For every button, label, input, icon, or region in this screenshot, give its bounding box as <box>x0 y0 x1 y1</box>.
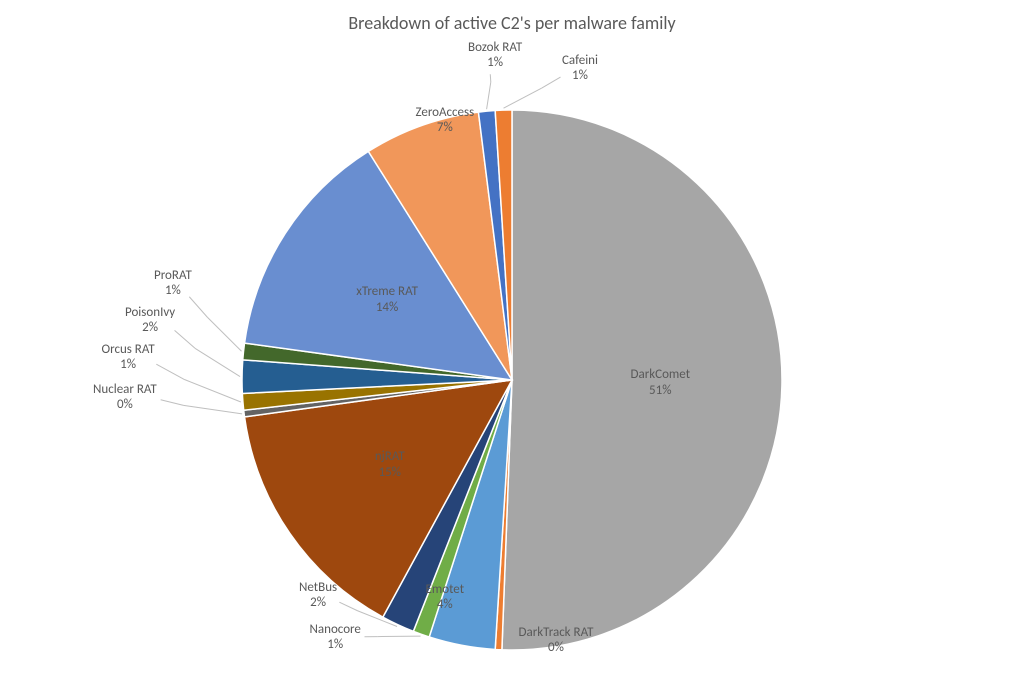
slice-label-zeroaccess: ZeroAccess7% <box>416 105 475 136</box>
slice-label-pct: 2% <box>299 595 337 611</box>
slice-label-pct: 51% <box>630 383 690 399</box>
slice-label-name: ProRAT <box>154 268 192 284</box>
slice-label-name: ZeroAccess <box>416 105 475 121</box>
leader-line <box>339 602 357 611</box>
slice-label-pct: 4% <box>426 597 465 613</box>
slice-label-nuclear-rat: Nuclear RAT0% <box>93 382 157 413</box>
leader-line <box>195 348 240 376</box>
slice-label-name: Cafeini <box>562 53 598 69</box>
slice-label-netbus: NetBus2% <box>299 580 337 611</box>
slice-label-name: Nuclear RAT <box>93 382 157 398</box>
slice-label-xtreme-rat: xTreme RAT14% <box>356 284 418 315</box>
leader-line <box>504 88 542 108</box>
slice-label-orcus-rat: Orcus RAT1% <box>102 342 155 373</box>
slice-label-name: xTreme RAT <box>356 284 418 300</box>
slice-label-poisonivy: PoisonIvy2% <box>125 305 175 336</box>
slice-label-name: Emotet <box>426 582 465 598</box>
slice-label-pct: 7% <box>416 120 475 136</box>
slice-label-prorat: ProRAT1% <box>154 268 192 299</box>
slice-label-name: Orcus RAT <box>102 342 155 358</box>
leader-line <box>207 317 241 351</box>
slice-label-name: DarkComet <box>630 367 690 383</box>
slice-label-name: Nanocore <box>310 622 361 638</box>
slice-label-name: njRAT <box>375 449 405 465</box>
slice-label-darktrack-rat: DarkTrack RAT0% <box>519 625 594 656</box>
slice-label-darkcomet: DarkComet51% <box>630 367 690 398</box>
pie-chart: Breakdown of active C2's per malware fam… <box>0 0 1024 674</box>
slice-label-pct: 15% <box>375 465 405 481</box>
leader-line <box>184 405 243 413</box>
leader-line <box>175 330 195 348</box>
leader-line <box>542 77 561 88</box>
leader-line <box>189 297 207 317</box>
slice-label-pct: 1% <box>562 68 598 84</box>
slice-label-name: DarkTrack RAT <box>519 625 594 641</box>
leader-line <box>156 364 184 379</box>
slice-label-pct: 0% <box>519 640 594 656</box>
leader-line <box>490 74 491 82</box>
slice-label-bozok-rat: Bozok RAT1% <box>468 40 522 71</box>
leader-line <box>487 82 491 109</box>
slice-label-emotet: Emotet4% <box>426 582 465 613</box>
slice-label-cafeini: Cafeini1% <box>562 53 598 84</box>
slice-label-pct: 1% <box>468 55 522 71</box>
slice-label-njrat: njRAT15% <box>375 449 405 480</box>
slice-label-name: NetBus <box>299 580 337 596</box>
leader-line <box>161 400 184 406</box>
slice-label-pct: 14% <box>356 300 418 316</box>
slice-label-pct: 0% <box>93 397 157 413</box>
slice-label-pct: 1% <box>154 283 192 299</box>
pie-svg <box>0 0 1024 674</box>
slice-label-name: Bozok RAT <box>468 40 522 56</box>
slice-label-pct: 1% <box>310 637 361 653</box>
leader-line <box>184 380 240 403</box>
slice-label-nanocore: Nanocore1% <box>310 622 361 653</box>
slice-label-pct: 2% <box>125 320 175 336</box>
slice-label-name: PoisonIvy <box>125 305 175 321</box>
slice-label-pct: 1% <box>102 357 155 373</box>
